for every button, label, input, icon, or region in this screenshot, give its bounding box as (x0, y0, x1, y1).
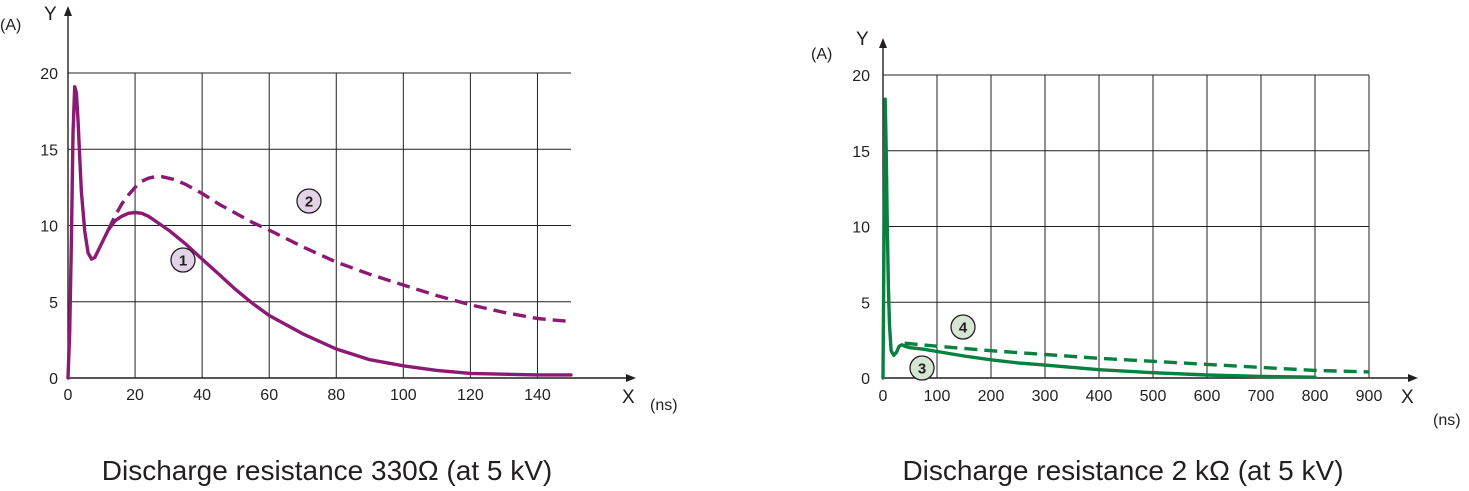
x-axis-arrow (1408, 374, 1418, 382)
x-tick-label: 800 (1302, 388, 1329, 405)
series-marker-circle (950, 314, 976, 340)
chart-330-ohm: 0 20 40 60 80 100 120 140 0 5 10 15 20 X (ns) Y (A) 1 2 Dis… (0, 4, 678, 486)
y-tick-label: 0 (49, 371, 58, 388)
series-line-2 (106, 175, 572, 324)
x-tick-label: 60 (260, 387, 278, 404)
y-tick-label: 10 (40, 219, 58, 236)
x-tick-label: 0 (879, 388, 888, 405)
x-tick-label: 400 (1086, 388, 1113, 405)
chart-2k-ohm: 0 100 200 300 400 500 600 700 800 900 0 5 10 15 20 X (ns… (811, 29, 1461, 486)
chart-caption: Discharge resistance 2 kΩ (at 5 kV) (902, 455, 1343, 486)
y-tick-label: 20 (40, 66, 58, 83)
y-tick-label: 5 (49, 295, 58, 312)
x-axis-unit: (ns) (1433, 412, 1461, 429)
x-axis-label: X (622, 387, 635, 408)
series-line-1 (66, 85, 573, 380)
x-tick-label: 0 (64, 387, 73, 404)
x-tick-label: 80 (327, 387, 345, 404)
x-axis-unit: (ns) (650, 397, 678, 414)
y-tick-label: 0 (861, 371, 870, 388)
series-marker-label: 1 (179, 253, 187, 270)
y-axis-arrow (64, 6, 72, 16)
x-tick-label: 100 (390, 387, 417, 404)
x-tick-label: 600 (1194, 388, 1221, 405)
x-tick-label: 500 (1140, 388, 1167, 405)
x-tick-label: 20 (126, 387, 144, 404)
series-line-3 (881, 97, 1317, 380)
y-tick-label: 15 (852, 144, 870, 161)
y-axis-unit: (A) (811, 46, 832, 63)
x-tick-label: 40 (193, 387, 211, 404)
x-tick-label: 200 (978, 388, 1005, 405)
y-tick-label: 5 (861, 295, 870, 312)
x-axis-label: X (1401, 387, 1414, 408)
x-axis-arrow (626, 374, 636, 382)
series-marker-label: 4 (959, 320, 968, 337)
series-marker-label: 2 (305, 194, 313, 211)
x-tick-label: 100 (924, 388, 951, 405)
series-line-4 (904, 341, 1370, 374)
y-tick-label: 10 (852, 220, 870, 237)
x-tick-label: 900 (1356, 388, 1383, 405)
series-marker-circle (909, 355, 935, 381)
x-tick-label: 120 (457, 387, 484, 404)
y-tick-label: 20 (852, 68, 870, 85)
chart-caption: Discharge resistance 330Ω (at 5 kV) (102, 455, 552, 486)
series-marker-circle (170, 247, 196, 273)
series-marker-label: 3 (918, 361, 926, 378)
y-axis-label: Y (856, 29, 869, 50)
y-axis-unit: (A) (0, 17, 21, 34)
x-tick-label: 300 (1032, 388, 1059, 405)
x-tick-label: 700 (1248, 388, 1275, 405)
x-tick-label: 140 (524, 387, 551, 404)
y-axis-label: Y (44, 4, 57, 25)
y-tick-label: 15 (40, 142, 58, 159)
y-axis-arrow (879, 38, 887, 48)
series-marker-circle (296, 188, 322, 214)
